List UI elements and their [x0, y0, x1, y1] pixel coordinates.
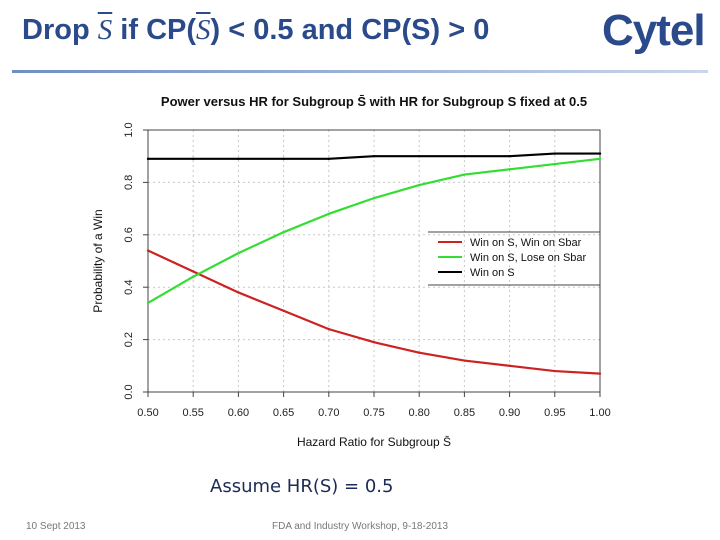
data-point [598, 152, 602, 155]
x-tick-label: 0.85 [454, 407, 475, 419]
y-axis-label: Probability of a Win [91, 209, 105, 312]
y-tick-label: 0.0 [123, 384, 135, 399]
data-point [598, 157, 602, 161]
assumption-text: Assume HR(S) = 0.5 [210, 476, 394, 497]
data-point [418, 155, 421, 158]
data-point [146, 249, 150, 252]
data-point [327, 327, 330, 331]
data-point [192, 157, 195, 161]
title-s-bar: S [97, 14, 113, 46]
data-point [418, 351, 421, 354]
data-point [508, 155, 511, 158]
data-point [237, 251, 240, 255]
title-prefix: Drop [22, 14, 90, 46]
y-tick-label: 1.0 [123, 122, 135, 137]
chart-title: Power versus HR for Subgroup S̄ with HR … [161, 94, 587, 109]
data-point [463, 173, 466, 176]
data-point [372, 155, 376, 158]
data-point [598, 372, 602, 375]
x-tick-label: 1.00 [589, 407, 610, 419]
data-point [237, 157, 240, 161]
legend-label-1: Win on S, Win on Sbar [470, 237, 582, 249]
data-point [192, 270, 195, 273]
footer-event: FDA and Industry Workshop, 9-18-2013 [272, 521, 449, 532]
data-point [192, 275, 195, 278]
power-chart: Win on S, Win on Sbar Win on S, Lose on S… [91, 94, 611, 449]
data-point [146, 157, 150, 161]
y-tick-label: 0.2 [123, 332, 135, 347]
title-s-bar-2: S [196, 14, 211, 46]
x-tick-label: 0.65 [273, 407, 294, 419]
data-point [282, 157, 285, 161]
chart-panel: Win on S, Win on Sbar Win on S, Lose on S… [88, 76, 628, 468]
x-tick-label: 0.75 [363, 407, 384, 419]
data-point [508, 364, 511, 367]
x-tick-label: 0.55 [182, 407, 203, 419]
data-point [282, 230, 285, 234]
data-point [146, 301, 150, 305]
cytel-logo: Cytel [602, 6, 706, 55]
x-tick-label: 0.60 [228, 407, 249, 419]
data-point [237, 291, 240, 294]
data-point [553, 369, 556, 373]
x-tick-label: 0.80 [408, 407, 429, 419]
data-point [553, 162, 556, 166]
data-point [372, 196, 376, 200]
data-point [418, 183, 421, 187]
y-tick-label: 0.4 [123, 280, 135, 295]
data-point [327, 157, 330, 161]
y-tick-label: 0.8 [123, 175, 135, 190]
x-tick-label: 0.70 [318, 407, 339, 419]
data-point [463, 359, 466, 362]
title-suffix: ) < 0.5 and CP(S) > 0 [210, 14, 490, 46]
slide-title: Drop S if CP(S) < 0.5 and CP(S) > 0 [22, 14, 489, 47]
data-point [463, 155, 466, 158]
data-point [553, 152, 556, 155]
title-mid: if CP( [112, 14, 197, 46]
footer-date: 10 Sept 2013 [26, 521, 86, 532]
x-axis-label: Hazard Ratio for Subgroup S̄ [297, 435, 451, 449]
data-point [508, 168, 511, 171]
data-point [282, 309, 285, 312]
y-tick-label: 0.6 [123, 227, 135, 242]
title-divider [12, 70, 708, 73]
data-point [327, 212, 330, 216]
x-tick-label: 0.95 [544, 407, 565, 419]
legend-label-3: Win on S [470, 267, 515, 279]
x-tick-label: 0.90 [499, 407, 520, 419]
data-point [372, 341, 376, 344]
x-tick-label: 0.50 [137, 407, 158, 419]
legend-label-2: Win on S, Lose on Sbar [470, 252, 587, 264]
